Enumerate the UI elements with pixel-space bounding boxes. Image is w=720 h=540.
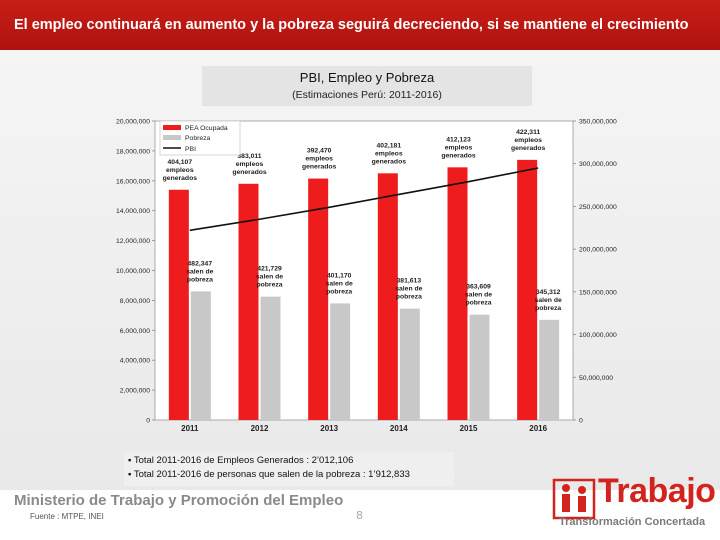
poverty-label: pobreza	[187, 276, 213, 283]
chart-title-box: PBI, Empleo y Pobreza (Estimaciones Perú…	[202, 66, 532, 106]
poverty-label: salen de	[186, 268, 213, 275]
logo-wordmark: Trabajo	[598, 472, 716, 510]
employment-label: empleos	[305, 156, 333, 163]
employment-label: empleos	[514, 137, 542, 144]
right-tick-label: 200,000,000	[579, 247, 617, 254]
x-tick-label: 2011	[181, 424, 199, 433]
x-tick-label: 2014	[390, 424, 408, 433]
poverty-label: salen de	[395, 286, 422, 293]
ministry-name: Ministerio de Trabajo y Promoción del Em…	[14, 492, 344, 509]
employment-label: 392,470	[307, 148, 332, 155]
employment-label: generados	[372, 158, 407, 165]
employment-label: 383,011	[237, 153, 261, 160]
bar-pea-ocupada	[377, 173, 398, 420]
x-tick-label: 2013	[320, 424, 338, 433]
trabajo-logo: Trabajo Transformación Concertada	[548, 470, 716, 536]
totals-notes: ▪ Total 2011-2016 de Empleos Generados :…	[124, 452, 454, 486]
employment-label: empleos	[445, 144, 473, 151]
legend-label-pobreza: Pobreza	[185, 135, 211, 142]
employment-label: generados	[441, 152, 476, 159]
legend-label-pbi: PBI	[185, 146, 196, 153]
poverty-label: pobreza	[256, 282, 282, 289]
employment-label: empleos	[236, 161, 264, 168]
bar-pobreza	[330, 303, 351, 420]
left-tick-label: 4,000,000	[120, 358, 150, 365]
poverty-label: salen de	[256, 274, 283, 281]
bar-pea-ocupada	[238, 183, 259, 420]
right-tick-label: 0	[579, 418, 583, 425]
right-tick-label: 250,000,000	[579, 204, 617, 211]
note-employment-total: ▪ Total 2011-2016 de Empleos Generados :…	[128, 455, 354, 466]
chart-title: PBI, Empleo y Pobreza	[299, 70, 435, 85]
left-tick-label: 6,000,000	[120, 328, 150, 335]
left-tick-label: 0	[146, 418, 150, 425]
people-icon	[552, 478, 596, 520]
poverty-label: pobreza	[465, 300, 491, 307]
bar-pea-ocupada	[308, 178, 329, 420]
legend-label-pea: PEA Ocupada	[185, 125, 228, 132]
note-employment-text: Total 2011-2016 de Empleos Generados : 2…	[133, 455, 354, 466]
logo-tagline: Transformación Concertada	[559, 516, 706, 528]
note-poverty-total: ▪ Total 2011-2016 de personas que salen …	[128, 469, 410, 480]
header-banner: El empleo continuará en aumento y la pob…	[0, 0, 720, 50]
left-tick-label: 10,000,000	[116, 268, 150, 275]
slide-title: El empleo continuará en aumento y la pob…	[14, 17, 689, 33]
x-tick-label: 2015	[460, 424, 478, 433]
x-tick-label: 2012	[251, 424, 269, 433]
x-tick-label: 2016	[529, 424, 547, 433]
bar-pobreza	[539, 319, 560, 420]
employment-label: 402,181	[377, 142, 402, 149]
right-tick-label: 100,000,000	[579, 332, 617, 339]
left-tick-label: 18,000,000	[116, 148, 150, 155]
poverty-label: 401,170	[327, 272, 352, 279]
bar-pea-ocupada	[517, 159, 538, 420]
left-tick-label: 16,000,000	[116, 178, 150, 185]
employment-label: generados	[302, 164, 337, 171]
left-tick-label: 12,000,000	[116, 238, 150, 245]
left-tick-label: 8,000,000	[120, 298, 150, 305]
left-tick-label: 14,000,000	[116, 208, 150, 215]
right-tick-label: 50,000,000	[579, 375, 613, 382]
right-tick-label: 300,000,000	[579, 161, 617, 168]
left-tick-label: 2,000,000	[120, 388, 150, 395]
page-number: 8	[356, 509, 363, 522]
poverty-label: 381,613	[397, 278, 422, 285]
employment-label: 412,123	[446, 136, 471, 143]
left-tick-label: 20,000,000	[116, 119, 150, 126]
employment-label: 422,311	[516, 129, 540, 136]
poverty-label: pobreza	[326, 288, 352, 295]
source-note: Fuente : MTPE, INEI	[30, 512, 104, 521]
poverty-label: pobreza	[535, 305, 561, 312]
poverty-label: 482,347	[188, 260, 213, 267]
bar-pea-ocupada	[447, 167, 468, 420]
poverty-label: 345,312	[536, 289, 561, 296]
employment-label: generados	[511, 145, 546, 152]
right-tick-label: 150,000,000	[579, 289, 617, 296]
chart-subtitle: (Estimaciones Perú: 2011-2016)	[292, 89, 442, 101]
employment-label: empleos	[375, 150, 403, 157]
bar-pea-ocupada	[168, 189, 189, 420]
poverty-label: 363,609	[466, 284, 491, 291]
bar-pobreza	[260, 296, 281, 420]
bar-pobreza	[399, 308, 420, 420]
poverty-label: salen de	[535, 297, 562, 304]
bar-pobreza	[469, 314, 490, 420]
combo-chart: 0 2,000,000 4,000,000 6,000,000 8,000,000 10,…	[116, 119, 617, 434]
poverty-label: 421,729	[257, 266, 282, 273]
legend-swatch-pobreza	[163, 135, 181, 140]
plot-frame	[154, 120, 574, 421]
chart-area: 0 2,000,000 4,000,000 6,000,000 8,000,000 10,…	[95, 113, 655, 443]
employment-label: generados	[163, 175, 198, 182]
employment-label: empleos	[166, 167, 194, 174]
legend-swatch-pea	[163, 125, 181, 130]
employment-label: 404,107	[168, 159, 193, 166]
poverty-label: salen de	[465, 292, 492, 299]
bar-pobreza	[190, 291, 211, 420]
poverty-label: salen de	[326, 280, 353, 287]
note-poverty-text: Total 2011-2016 de personas que salen de…	[133, 469, 410, 480]
right-tick-label: 350,000,000	[579, 119, 617, 126]
line-pbi	[189, 167, 539, 232]
poverty-label: pobreza	[396, 294, 422, 301]
employment-label: generados	[232, 169, 267, 176]
